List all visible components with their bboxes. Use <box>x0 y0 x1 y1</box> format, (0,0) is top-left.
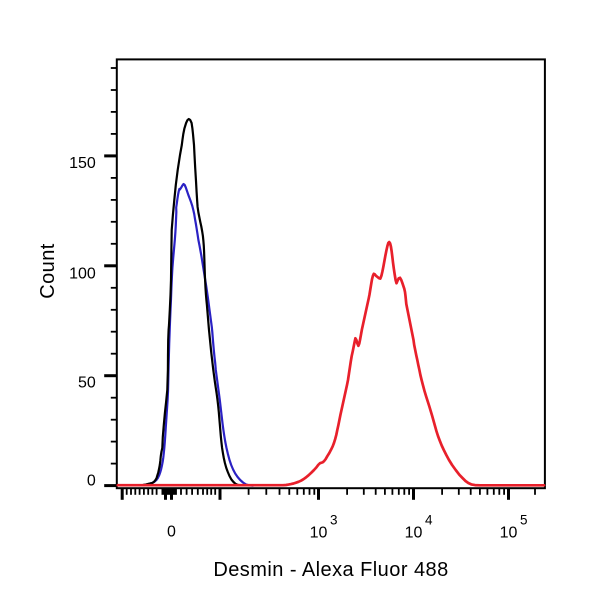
svg-text:10: 10 <box>405 525 423 542</box>
svg-text:50: 50 <box>78 375 96 392</box>
svg-text:10: 10 <box>500 525 518 542</box>
svg-text:Desmin - Alexa Fluor 488: Desmin - Alexa Fluor 488 <box>213 559 448 581</box>
svg-text:5: 5 <box>520 512 528 527</box>
svg-text:150: 150 <box>69 155 96 172</box>
svg-text:10: 10 <box>310 525 328 542</box>
svg-text:Count: Count <box>37 243 59 298</box>
svg-text:0: 0 <box>87 473 96 490</box>
svg-text:4: 4 <box>425 512 433 527</box>
svg-text:0: 0 <box>167 523 176 540</box>
svg-text:3: 3 <box>330 512 338 527</box>
svg-text:100: 100 <box>69 266 96 283</box>
